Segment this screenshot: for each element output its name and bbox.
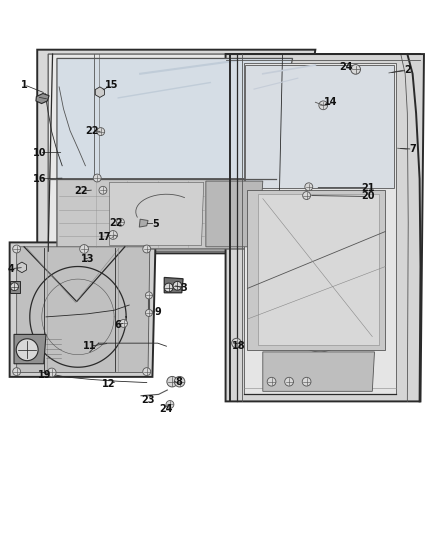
- Circle shape: [13, 245, 21, 253]
- Text: 21: 21: [361, 183, 374, 192]
- Text: 1: 1: [21, 80, 28, 90]
- Circle shape: [173, 281, 182, 290]
- Text: 9: 9: [154, 308, 161, 318]
- Circle shape: [16, 339, 38, 361]
- Polygon shape: [226, 54, 424, 401]
- Text: 7: 7: [409, 144, 416, 154]
- Text: 19: 19: [38, 370, 51, 380]
- Circle shape: [174, 376, 185, 387]
- Polygon shape: [36, 93, 49, 103]
- Circle shape: [145, 292, 152, 299]
- Polygon shape: [206, 181, 263, 247]
- Polygon shape: [18, 262, 26, 273]
- Polygon shape: [95, 87, 104, 98]
- Circle shape: [120, 319, 127, 327]
- Polygon shape: [258, 194, 379, 345]
- Circle shape: [351, 64, 360, 74]
- Circle shape: [97, 128, 105, 135]
- Polygon shape: [57, 179, 272, 249]
- Text: 2: 2: [404, 65, 411, 75]
- Circle shape: [302, 377, 311, 386]
- Text: 11: 11: [83, 341, 96, 351]
- Circle shape: [13, 368, 21, 376]
- Polygon shape: [139, 219, 148, 227]
- Circle shape: [267, 377, 276, 386]
- Circle shape: [167, 376, 177, 387]
- Text: 17: 17: [99, 232, 112, 242]
- Circle shape: [145, 310, 152, 317]
- Polygon shape: [14, 334, 46, 364]
- Circle shape: [99, 187, 107, 194]
- Polygon shape: [110, 182, 204, 246]
- Text: 23: 23: [141, 395, 155, 405]
- Text: 20: 20: [361, 191, 374, 201]
- Text: 15: 15: [105, 80, 118, 90]
- Polygon shape: [10, 243, 155, 377]
- Polygon shape: [245, 65, 394, 188]
- Circle shape: [143, 368, 151, 376]
- Text: 22: 22: [110, 217, 123, 228]
- Text: 16: 16: [33, 174, 46, 184]
- Circle shape: [11, 282, 18, 290]
- Text: 18: 18: [232, 341, 246, 351]
- Text: 4: 4: [7, 264, 14, 273]
- Polygon shape: [247, 190, 385, 350]
- Circle shape: [47, 368, 56, 377]
- Circle shape: [285, 377, 293, 386]
- Text: 6: 6: [114, 320, 121, 330]
- Circle shape: [232, 338, 241, 348]
- Circle shape: [303, 191, 311, 199]
- Circle shape: [80, 245, 88, 253]
- Polygon shape: [17, 247, 150, 373]
- Polygon shape: [37, 50, 315, 253]
- Polygon shape: [263, 352, 374, 391]
- Circle shape: [166, 400, 174, 408]
- Circle shape: [93, 174, 101, 182]
- Circle shape: [319, 101, 328, 110]
- Text: 24: 24: [339, 62, 353, 72]
- Text: 8: 8: [175, 377, 182, 387]
- Circle shape: [305, 183, 313, 191]
- Polygon shape: [48, 54, 307, 251]
- Polygon shape: [244, 63, 396, 393]
- Text: 12: 12: [102, 379, 115, 389]
- Polygon shape: [164, 278, 183, 293]
- Circle shape: [143, 245, 151, 253]
- Text: 3: 3: [180, 284, 187, 293]
- Text: 5: 5: [152, 219, 159, 229]
- Text: 24: 24: [159, 404, 172, 414]
- Text: 22: 22: [74, 186, 88, 196]
- Circle shape: [109, 231, 117, 239]
- Text: 22: 22: [85, 126, 99, 136]
- Polygon shape: [10, 280, 20, 293]
- Circle shape: [164, 283, 173, 292]
- Text: 13: 13: [81, 254, 94, 264]
- Text: 14: 14: [324, 97, 337, 107]
- Polygon shape: [57, 59, 293, 179]
- Text: 10: 10: [33, 148, 46, 158]
- Circle shape: [117, 219, 124, 226]
